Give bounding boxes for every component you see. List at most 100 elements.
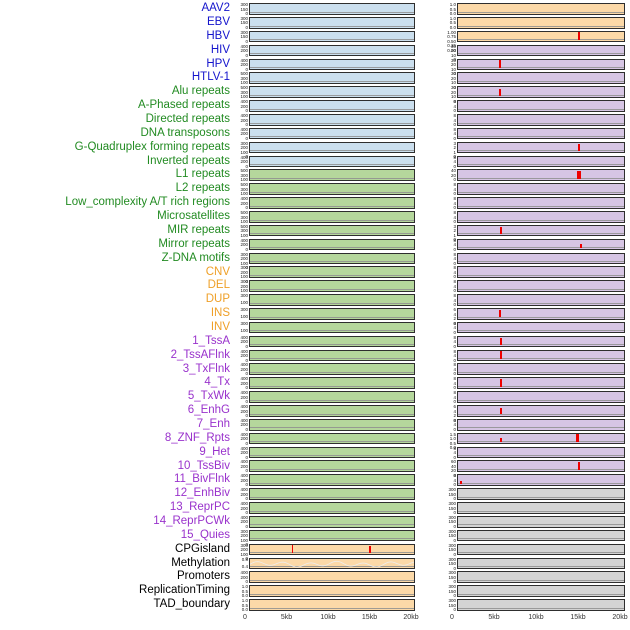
right-sparkline-panel xyxy=(457,72,625,85)
y-tick-label: 0 xyxy=(245,523,248,529)
y-tick-label: 30 xyxy=(450,43,456,49)
track-row-4-tx: 4_Tx 400 200 0 8 4 0 xyxy=(0,376,630,390)
right-sparkline-panel xyxy=(457,100,625,112)
track-label: Methylation xyxy=(171,556,230,569)
y-tick-label: 8 xyxy=(453,390,456,396)
right-sparkline-panel xyxy=(457,224,625,237)
y-tick-label: 30 xyxy=(450,85,456,91)
y-tick-label: 10 xyxy=(450,80,456,86)
left-y-axis-ticks: 500 300 100 xyxy=(233,169,249,182)
x-axis-right: 0 5kb 10kb 15kb 20kb xyxy=(450,612,628,626)
y-tick-label: 300 xyxy=(240,320,248,326)
right-y-axis-ticks: 1.00 0.75 0.50 0.25 0.00 xyxy=(437,29,457,52)
track-label: Alu repeats xyxy=(171,85,230,98)
signal-baseline xyxy=(250,455,414,457)
track-row-l2-repeats: L2 repeats 500 300 100 8 4 0 xyxy=(0,182,630,196)
y-tick-label: 400 xyxy=(240,237,248,243)
signal-baseline xyxy=(250,39,414,41)
y-tick-label: 150 xyxy=(448,561,456,566)
right-sparkline-panel xyxy=(457,127,625,140)
left-sparkline-panel xyxy=(249,114,415,126)
signal-baseline xyxy=(458,538,624,540)
track-label: AAV2 xyxy=(201,2,230,15)
y-tick-label: 300 xyxy=(240,228,248,234)
y-tick-label: 0 xyxy=(453,551,456,557)
track-row-directed-repeats: Directed repeats 400 200 0 8 4 0 xyxy=(0,113,630,127)
right-sparkline-panel xyxy=(457,169,625,182)
y-tick-label: 0.0 xyxy=(449,11,456,17)
track-label: 15_Quies xyxy=(180,528,230,541)
left-sparkline-panel xyxy=(249,44,415,57)
y-tick-label: 4 xyxy=(453,242,456,248)
left-sparkline-panel xyxy=(249,58,415,71)
track-label: 3_TxFlnk xyxy=(182,362,230,375)
y-tick-label: 0 xyxy=(453,417,456,423)
left-sparkline-panel xyxy=(249,183,415,195)
left-y-axis-ticks: 400 200 0 xyxy=(233,391,249,404)
y-tick-label: 0 xyxy=(245,154,248,160)
y-tick-label: 1.00 xyxy=(447,29,456,35)
signal-baseline xyxy=(250,108,414,110)
track-label: HBV xyxy=(206,29,230,42)
left-sparkline-panel xyxy=(249,474,415,486)
y-tick-label: 4 xyxy=(453,477,456,483)
y-tick-label: 100 xyxy=(240,327,248,333)
signal-baseline xyxy=(458,39,624,41)
y-tick-label: 0.5 xyxy=(449,440,456,446)
signal-baseline xyxy=(458,524,624,526)
y-tick-label: 300 xyxy=(240,2,248,8)
signal-baseline xyxy=(250,371,414,373)
track-row-2-tssaflnk: 2_TssAFlnk 400 200 0 8 4 0 xyxy=(0,348,630,362)
y-tick-label: 150 xyxy=(448,602,456,608)
y-tick-label: 400 xyxy=(240,43,248,49)
y-tick-label: 0 xyxy=(245,122,248,127)
y-tick-label: 200 xyxy=(240,256,248,262)
signal-spike xyxy=(460,480,463,484)
y-tick-label: 8 xyxy=(453,251,456,257)
y-tick-label: 6 xyxy=(453,307,456,313)
y-tick-label: 0 xyxy=(453,57,456,63)
y-tick-label: 4 xyxy=(453,450,456,456)
left-sparkline-panel xyxy=(249,100,415,112)
signal-baseline xyxy=(458,441,624,443)
right-y-axis-ticks: 300 150 0 xyxy=(437,488,457,501)
left-y-axis-ticks: 1.0 0.5 0.0 xyxy=(233,599,249,612)
y-tick-label: 2 xyxy=(453,413,456,419)
right-sparkline-panel xyxy=(457,599,625,611)
y-tick-label: 8 xyxy=(453,154,456,160)
signal-baseline xyxy=(250,482,414,484)
y-tick-label: 0 xyxy=(453,593,456,599)
right-sparkline-panel xyxy=(457,141,625,154)
right-sparkline-panel xyxy=(457,308,625,320)
track-row-11-bivflnk: 11_BivFlnk 400 200 0 8 4 0 xyxy=(0,473,630,487)
left-y-axis-ticks: 300 200 100 0 xyxy=(233,529,249,547)
right-sparkline-panel xyxy=(457,266,625,279)
y-tick-label: 0 xyxy=(453,454,456,460)
y-tick-label: 400 xyxy=(240,196,248,202)
y-tick-label: 400 xyxy=(240,487,248,493)
signal-baseline xyxy=(250,399,414,401)
track-label: INS xyxy=(210,307,230,320)
x-tick-label: 0 xyxy=(243,613,247,621)
y-tick-label: 8 xyxy=(453,417,456,423)
track-row-6-enhg: 6_EnhG 400 200 0 6 4 2 0 xyxy=(0,404,630,422)
left-y-axis-ticks: 400 200 0 xyxy=(233,113,249,127)
signal-baseline xyxy=(458,566,624,567)
signal-baseline xyxy=(250,413,414,415)
y-tick-label: 400 xyxy=(240,404,248,410)
y-tick-label: 200 xyxy=(240,62,248,68)
right-sparkline-panel xyxy=(457,30,625,43)
y-tick-label: 0 xyxy=(453,108,456,114)
y-tick-label: 8 xyxy=(453,99,456,105)
signal-baseline xyxy=(250,288,414,290)
left-y-axis-ticks: 400 200 0 xyxy=(233,487,249,501)
track-label: 13_ReprPC xyxy=(169,501,230,514)
track-row-inv: INV 300 100 8 4 0 xyxy=(0,321,630,335)
y-tick-label: 0 xyxy=(453,399,456,405)
right-y-axis-ticks: 60 40 20 0 xyxy=(437,460,457,478)
signal-baseline xyxy=(458,53,624,55)
signal-baseline xyxy=(458,94,624,96)
